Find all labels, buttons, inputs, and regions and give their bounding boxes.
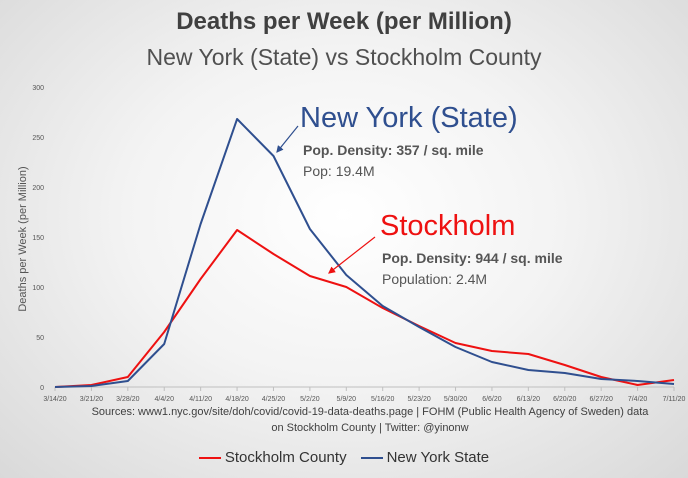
- y-axis-label: Deaths per Week (per Million): [17, 166, 29, 312]
- legend-swatch-stockholm: [198, 456, 221, 459]
- y-tick-label: 50: [36, 335, 44, 342]
- x-tick-label: 7/4/20: [628, 396, 648, 403]
- x-tick-label: 7/11/20: [663, 396, 686, 403]
- x-tick-label: 6/20/20: [553, 396, 576, 403]
- ny-annotation-arrow: [276, 125, 299, 153]
- x-tick-label: 4/25/20: [262, 396, 285, 403]
- y-tick-label: 250: [32, 135, 44, 142]
- x-tick-label: 3/14/20: [43, 396, 66, 403]
- new-york-line: [54, 118, 675, 388]
- stockholm-annotation-population: Population: 2.4M: [382, 271, 488, 287]
- ny-annotation-population: Pop: 19.4M: [303, 163, 375, 179]
- x-tick-label: 5/2/20: [300, 396, 320, 403]
- legend-item-stockholm: Stockholm County: [198, 449, 347, 466]
- y-tick-label: 300: [32, 85, 44, 92]
- x-tick-label: 5/30/20: [444, 396, 467, 403]
- x-tick-label: 4/11/20: [189, 396, 212, 403]
- y-tick-label: 100: [32, 285, 44, 292]
- ny-annotation-density: Pop. Density: 357 / sq. mile: [303, 142, 484, 158]
- legend-label-new-york: New York State: [386, 449, 490, 466]
- x-tick-label: 6/13/20: [517, 396, 540, 403]
- legend-swatch-new-york: [360, 456, 383, 459]
- x-tick-label: 4/18/20: [225, 396, 248, 403]
- x-tick-label: 6/6/20: [482, 396, 502, 403]
- ny-annotation-name: New York (State): [300, 102, 518, 134]
- x-tick-label: 3/21/20: [80, 396, 103, 403]
- stockholm-line: [54, 229, 675, 388]
- x-tick-label: 5/16/20: [371, 396, 394, 403]
- x-tick-label: 3/28/20: [116, 396, 139, 403]
- stockholm-annotation-density: Pop. Density: 944 / sq. mile: [382, 250, 563, 266]
- x-tick-label: 5/9/20: [337, 396, 357, 403]
- chart-subtitle: New York (State) vs Stockholm County: [146, 44, 542, 70]
- y-tick-label: 150: [32, 235, 44, 242]
- legend-label-stockholm: Stockholm County: [224, 449, 347, 466]
- legend: Stockholm County New York State: [0, 449, 688, 466]
- x-tick-label: 6/27/20: [589, 396, 612, 403]
- source-note: Sources: www1.nyc.gov/site/doh/covid/cov…: [91, 406, 649, 434]
- stockholm-annotation-name: Stockholm: [380, 210, 516, 242]
- legend-item-new-york: New York State: [360, 449, 490, 466]
- y-tick-label: 200: [32, 185, 44, 192]
- stockholm-annotation-arrow: [328, 236, 376, 274]
- x-tick-label: 4/4/20: [155, 396, 175, 403]
- y-tick-label: 0: [40, 385, 44, 392]
- chart-title: Deaths per Week (per Million): [176, 8, 512, 35]
- x-tick-label: 5/23/20: [407, 396, 430, 403]
